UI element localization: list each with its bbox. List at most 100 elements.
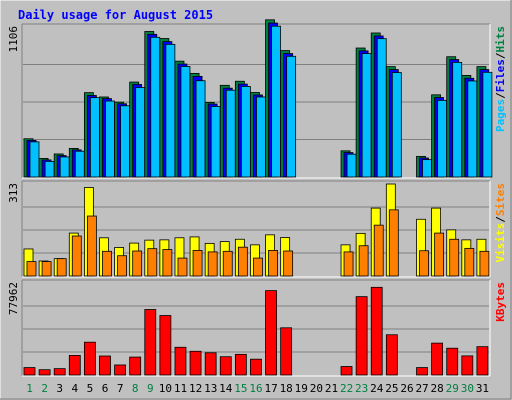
legend-entry: Pages [494,99,507,132]
x-tick-label: 20 [310,382,323,395]
legend: Pages/Files/Hits [494,26,507,132]
bar-pages-day-14 [225,89,236,178]
x-tick-label: 7 [117,382,124,395]
legend-entry: Files [494,59,507,92]
legend-separator: / [494,52,507,59]
bar-sites-day-16 [253,257,263,277]
bar-sites-day-1 [26,261,37,277]
x-tick-label: 5 [87,382,94,395]
x-tick-label: 9 [147,382,154,395]
bar-pages-day-5 [89,97,100,178]
bar-sites-day-31 [479,250,490,277]
x-tick-label: 17 [264,382,277,395]
legend-entry: Visits [494,223,507,263]
bar-pages-day-2 [44,161,55,178]
bar-pages-day-6 [105,100,115,178]
bar-kbytes-day-13 [204,352,217,376]
y-max-label: 1106 [7,26,20,53]
bar-kbytes-day-16 [250,358,262,376]
bar-kbytes-day-14 [219,356,232,376]
bar-kbytes-day-7 [114,364,126,376]
bar-pages-day-13 [210,106,221,178]
x-axis: 1 2 3 4 5 6 7 8 9 10 11 12 13 14 15 16 17 18 19 20 21 22 23 24 2… [26,382,489,395]
bar-pages-day-17 [271,25,281,178]
x-tick-label: 8 [132,382,139,395]
legend-entry: Sites [494,183,507,216]
x-tick-label: 10 [159,382,172,395]
bar-kbytes-day-3 [53,368,66,376]
x-tick-label: 11 [174,382,187,395]
bar-pages-day-27 [422,159,432,178]
bar-kbytes-day-5 [83,341,96,376]
bar-kbytes-day-18 [280,327,293,376]
bar-sites-day-23 [358,245,369,277]
bar-kbytes-day-4 [68,355,81,376]
panel-kbytes: 77962 KBytes [7,279,507,377]
bar-pages-day-4 [74,150,85,178]
legend-entry: KBytes [494,282,507,322]
bar-sites-day-8 [132,250,143,277]
bar-pages-day-28 [437,99,448,178]
bar-kbytes-day-1 [23,367,36,376]
bar-pages-day-31 [482,71,493,178]
bar-sites-day-3 [56,258,67,277]
bar-kbytes-day-2 [38,369,51,376]
bar-sites-day-30 [464,247,475,277]
x-tick-label: 31 [476,382,489,395]
bar-sites-day-9 [147,248,158,277]
y-max-label: 313 [7,183,20,203]
bar-pages-day-29 [452,61,463,178]
x-tick-label: 30 [461,382,474,395]
x-tick-label: 16 [249,382,262,395]
x-tick-label: 27 [415,382,428,395]
x-tick-label: 29 [446,382,459,395]
bar-sites-day-6 [102,250,112,277]
bar-kbytes-day-29 [446,347,459,376]
bar-kbytes-day-23 [355,296,368,376]
bar-sites-day-5 [86,215,97,277]
x-tick-label: 21 [325,382,338,395]
bar-pages-day-25 [391,72,402,178]
chart-panels: 1106Pages/Files/Hits313Visits/Sites77962… [7,19,507,377]
bar-kbytes-day-28 [431,342,444,376]
bar-pages-day-24 [376,38,387,178]
bar-kbytes-day-8 [129,356,142,376]
bar-kbytes-day-22 [340,366,353,376]
bar-kbytes-day-9 [144,309,157,376]
x-tick-label: 28 [431,382,444,395]
bar-sites-day-2 [41,261,52,277]
bar-pages-day-1 [29,141,40,178]
bar-kbytes-day-6 [99,355,111,376]
bar-sites-day-25 [388,209,399,277]
bar-sites-day-18 [283,250,294,277]
bar-kbytes-day-10 [159,315,172,376]
y-max-label: 77962 [7,282,20,315]
x-tick-label: 19 [295,382,308,395]
bar-kbytes-day-25 [385,334,398,376]
bar-kbytes-day-11 [174,346,187,376]
bar-pages-day-11 [180,66,191,178]
bar-sites-day-10 [162,249,173,277]
x-tick-label: 4 [72,382,79,395]
bar-kbytes-day-31 [476,346,489,376]
x-tick-label: 23 [355,382,368,395]
x-tick-label: 3 [56,382,63,395]
bar-pages-day-22 [346,153,357,178]
x-tick-label: 1 [26,382,33,395]
x-tick-label: 14 [219,382,233,395]
bar-sites-day-24 [373,224,384,277]
bar-pages-day-9 [150,36,161,178]
bar-pages-day-12 [195,80,206,178]
bar-pages-day-15 [240,86,251,178]
bar-sites-day-15 [237,246,248,277]
x-tick-label: 15 [234,382,247,395]
legend: Visits/Sites [494,183,507,263]
chart-title: Daily usage for August 2015 [18,8,213,22]
bar-sites-day-14 [222,250,233,277]
x-tick-label: 6 [102,382,109,395]
bar-kbytes-day-24 [370,286,383,376]
bar-sites-day-7 [117,255,127,277]
x-tick-label: 13 [204,382,217,395]
bar-pages-day-30 [467,80,478,178]
bar-pages-day-8 [135,87,146,178]
